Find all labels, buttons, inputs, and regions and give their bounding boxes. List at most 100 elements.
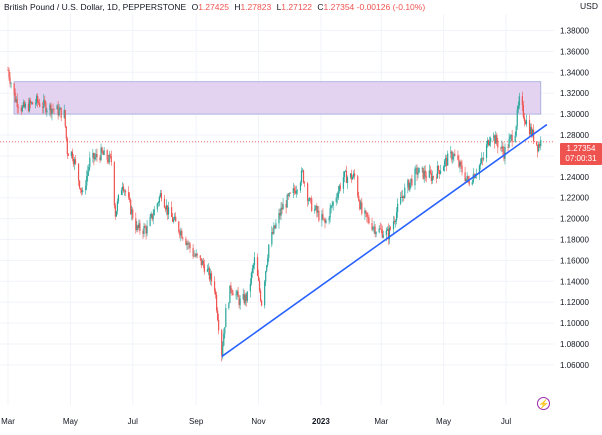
candle-body-up [443, 166, 445, 171]
candle-body-down [52, 108, 54, 110]
candle-body-down [57, 105, 59, 116]
candle-body-up [85, 185, 87, 191]
candle-body-up [459, 161, 461, 167]
x-tick-label: May [436, 417, 451, 426]
candle-body-down [23, 102, 25, 108]
candle-body-up [479, 162, 482, 166]
candle-body-down [287, 194, 289, 197]
candle-body-down [200, 258, 202, 266]
candle-body-up [517, 105, 519, 110]
candle-body-down [293, 188, 295, 191]
candle-body-down [80, 188, 82, 190]
candle-body-up [242, 294, 244, 299]
candle-body-up [115, 211, 117, 217]
candle-body-down [31, 102, 34, 105]
candle-body-up [223, 333, 225, 346]
candle-body-up [251, 268, 253, 273]
candle-body-down [42, 106, 44, 109]
candle-body-up [10, 83, 12, 85]
candle-body-up [372, 227, 374, 230]
candle-body-down [381, 229, 383, 238]
candle-body-up [244, 294, 246, 304]
candle-body-down [279, 212, 281, 216]
symbol-legend: British Pound / U.S. Dollar, 1D, PEPPERS… [4, 1, 425, 13]
candle-body-down [461, 165, 463, 173]
x-tick-label: Mar [374, 417, 388, 426]
candle-body-up [436, 165, 439, 179]
candle-body-up [415, 168, 417, 169]
candle-body-up [308, 200, 310, 202]
candle-body-up [409, 182, 411, 190]
candle-body-up [431, 176, 433, 181]
candle-body-up [421, 167, 423, 169]
open-value: 1.27425 [198, 2, 229, 12]
candle-body-down [192, 248, 194, 257]
candle-body-down [13, 83, 15, 93]
candle-body-down [20, 107, 22, 112]
candle-body-down [323, 218, 325, 220]
candle-body-down [217, 310, 219, 320]
candle-body-up [423, 170, 425, 179]
candle-body-down [107, 159, 109, 163]
candle-body-down [135, 218, 137, 230]
candle-body-down [218, 319, 220, 331]
candle-body-up [138, 223, 140, 228]
y-tick-label: 1.32000 [560, 89, 589, 98]
candle-body-down [196, 253, 198, 256]
candle-body-up [395, 212, 398, 221]
candle-body-down [451, 151, 453, 160]
candle-body-down [497, 142, 499, 148]
candle-body-down [494, 135, 496, 144]
candle-body-down [164, 207, 167, 210]
candle-body-down [145, 227, 147, 234]
candle-body-down [60, 107, 62, 118]
candle-body-up [206, 269, 209, 272]
candle-body-up [51, 108, 53, 115]
candle-body-down [307, 183, 309, 201]
candle-body-down [187, 242, 189, 245]
candle-body-down [29, 100, 32, 104]
candle-body-up [201, 260, 203, 266]
candle-body-down [99, 157, 101, 161]
candle-body-up [180, 230, 182, 236]
resistance-zone [13, 81, 542, 115]
x-tick-label: Sep [189, 417, 204, 426]
x-tick-label: Jul [128, 417, 138, 426]
candle-body-up [108, 154, 110, 163]
candle-body-down [67, 154, 69, 156]
lightning-icon[interactable]: ⚡ [537, 397, 550, 410]
candle-body-down [303, 182, 306, 184]
candle-body-up [301, 170, 304, 171]
candle-body-up [22, 102, 24, 107]
last-price: 1.27354 [566, 144, 596, 153]
candle-body-up [30, 102, 33, 104]
candle-body-down [496, 135, 498, 143]
candle-body-down [530, 127, 533, 136]
candle-body-up [315, 206, 317, 209]
candle-body-down [257, 275, 260, 281]
candle-body-down [199, 255, 201, 259]
candle-body-up [28, 100, 31, 112]
candle-body-down [365, 210, 367, 213]
candle-body-up [224, 327, 226, 334]
candle-body-down [214, 290, 217, 295]
candle-body-down [151, 213, 153, 220]
candle-body-down [130, 199, 132, 215]
candle-body-up [82, 190, 84, 193]
candle-body-down [411, 178, 413, 186]
candle-body-down [488, 140, 490, 146]
candle-body-up [143, 226, 145, 234]
x-tick-label: 2023 [312, 417, 330, 426]
candle-body-up [36, 95, 38, 104]
candle-body-down [425, 176, 427, 178]
candle-body-down [359, 200, 361, 209]
candle-body-up [103, 150, 105, 155]
candle-body-down [137, 225, 139, 228]
candle-body-up [538, 144, 540, 152]
low-label: L [276, 2, 282, 12]
candle-body-up [46, 110, 48, 113]
candle-body-down [171, 207, 173, 217]
y-tick-label: 1.12000 [560, 298, 589, 307]
